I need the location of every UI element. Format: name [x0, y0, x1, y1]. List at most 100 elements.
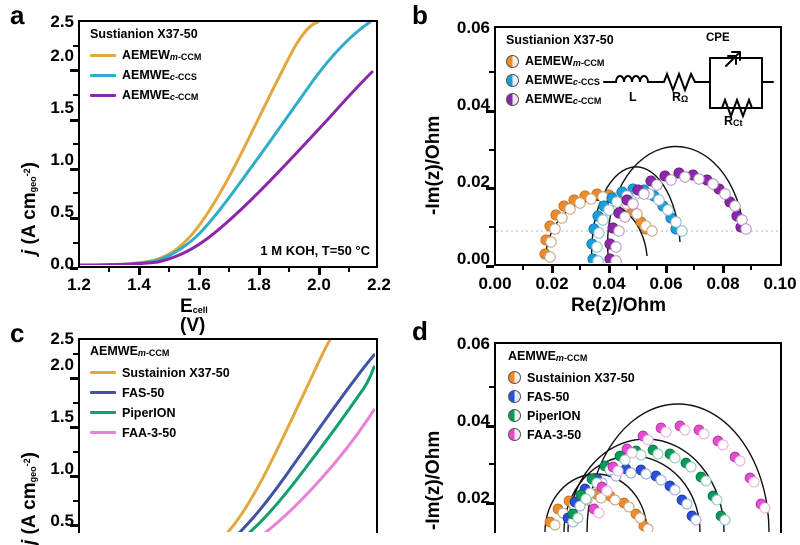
panel-a-yminor-4: [73, 45, 78, 47]
panel-a-yminor-0: [73, 242, 78, 244]
panel-a-xminor-1: [168, 268, 170, 272]
panel-a-legend-title: Sustianion X37-50: [90, 27, 198, 41]
panel-b-legend-label-2: AEMWEc-CCM: [525, 92, 602, 107]
panel-c-legend-item-1[interactable]: FAS-50: [90, 385, 230, 401]
panel-c-y-close: ): [19, 451, 40, 459]
panel-a-xtick-5: 2.2: [367, 275, 391, 294]
panel-d-plot-area: AEMWEm-CCM Sustainion X37-50 FAS-50 Pipe…: [494, 342, 782, 533]
panel-c-legend-label-0: Sustainion X37-50: [122, 365, 230, 380]
panel-c-curve-faa350: [264, 408, 375, 532]
circuit-inductor-label: L: [629, 90, 637, 104]
panel-c-ytick-1: 1.0: [50, 459, 74, 478]
half-filled-circle-icon: [508, 409, 521, 423]
panel-d-legend-label-1: FAS-50: [527, 389, 570, 404]
panel-b-legend-item-2[interactable]: AEMWEc-CCM: [506, 92, 614, 108]
panel-b-xminor-1: [579, 266, 581, 270]
panel-b-ytick-1: 0.02: [456, 172, 490, 191]
panel-b-yminor-1: [489, 149, 494, 151]
panel-c-legend-label-1: FAS-50: [122, 385, 165, 400]
panel-a-xminor-2: [228, 268, 230, 272]
panel-b-legend-item-0[interactable]: AEMEWm-CCM: [506, 54, 614, 70]
panel-c-ytick-2: 1.5: [50, 407, 74, 426]
panel-b-xtick-1: 0.02: [535, 274, 569, 293]
circuit-r-omega-label: RΩ: [672, 90, 689, 104]
panel-c-yminor-3: [73, 353, 78, 355]
panel-a-x-sub: cell: [192, 305, 208, 315]
panel-c-legend-label-2: PiperION: [122, 405, 176, 420]
panel-b-legend-title: Sustianion X37-50: [506, 33, 614, 47]
panel-a-ytickmark-2: [70, 168, 78, 171]
panel-a-legend-item-2[interactable]: AEMWEc-CCM: [90, 88, 201, 104]
panel-a-legend: Sustianion X37-50 AEMEWm-CCM AEMWEc-CCS …: [90, 27, 201, 104]
half-filled-circle-icon: [508, 428, 521, 442]
panel-b-ytickmark-0: [486, 265, 494, 268]
panel-c-curve-piperion: [248, 365, 375, 532]
panel-d-yminor-1: [489, 386, 494, 388]
half-filled-circle-icon: [506, 74, 519, 88]
panel-b-xtickmark-1: [551, 266, 554, 273]
panel-b-xminor-3: [693, 266, 695, 270]
panel-c-plot-area: AEMWEm-CCM Sustainion X37-50 FAS-50 Pipe…: [78, 338, 378, 533]
panel-b-xminor-4: [750, 266, 752, 270]
panel-b-equivalent-circuit-inset: CPE L RΩ RCt: [602, 32, 774, 134]
panel-a-xtickmark-2: [198, 268, 201, 275]
panel-c-legend-item-2[interactable]: PiperION: [90, 405, 230, 421]
panel-a-legend-item-0[interactable]: AEMEWm-CCM: [90, 48, 201, 64]
legend-line-icon: [90, 54, 116, 58]
half-filled-circle-icon: [508, 390, 521, 404]
panel-a-legend-item-1[interactable]: AEMWEc-CCS: [90, 68, 201, 84]
panel-b-plot-area: Sustianion X37-50 AEMEWm-CCM AEMWEc-CCS …: [494, 26, 782, 266]
panel-d-yminor-0: [489, 463, 494, 465]
panel-d-legend-item-3[interactable]: FAA-3-50: [508, 427, 635, 443]
panel-b-points-purple-open: [610, 171, 752, 263]
panel-b-yminor-0: [489, 226, 494, 228]
panel-b-xtick-3: 0.06: [649, 274, 683, 293]
panel-a-ytickmark-3: [70, 119, 78, 122]
panel-c-curve-fas50: [238, 353, 375, 532]
panel-a-ytickmark-1: [70, 217, 78, 220]
legend-line-icon: [90, 371, 116, 375]
panel-c-ytickmark-3: [70, 377, 78, 380]
panel-a-y-unit: (A cm: [19, 192, 40, 250]
panel-d-legend-item-2[interactable]: PiperION: [508, 408, 635, 424]
panel-a-ytickmark-4: [70, 69, 78, 72]
panel-a-x-axis-title: Ecell (V): [180, 297, 208, 335]
panel-c-yminor-2: [73, 402, 78, 404]
panel-b-x-axis-title: Re(z)/Ohm: [571, 295, 666, 316]
panel-d-legend-item-1[interactable]: FAS-50: [508, 389, 635, 405]
panel-a-curve-aemwe-c-ccm: [80, 70, 374, 265]
panel-a-x-unit: (V): [180, 315, 206, 336]
panel-c-yminor-1: [73, 451, 78, 453]
panel-d-legend-item-0[interactable]: Sustainion X37-50: [508, 370, 635, 386]
panel-a-ytickmark-0: [70, 267, 78, 270]
panel-b-xtickmark-2: [608, 266, 611, 273]
legend-line-icon: [90, 411, 116, 415]
panel-c-legend-item-0[interactable]: Sustainion X37-50: [90, 365, 230, 381]
panel-d-svg: [544, 403, 771, 532]
panel-c-legend-item-3[interactable]: FAA-3-50: [90, 425, 230, 441]
panel-a-xtick-1: 1.4: [127, 275, 151, 294]
panel-b-xtickmark-3: [665, 266, 668, 273]
panel-c-ytick-4: 2.5: [50, 329, 74, 348]
panel-c-ytick-0: 0.5: [50, 511, 74, 530]
panel-b-ytick-2: 0.04: [456, 95, 490, 114]
panel-d-points-pink-open: [593, 424, 771, 519]
panel-b-xtickmark-4: [722, 266, 725, 273]
panel-a-y-sub: geo: [28, 176, 38, 193]
panel-b-ytick-0: 0.00: [456, 249, 490, 268]
panel-a-xtick-3: 1.8: [247, 275, 271, 294]
panel-b-letter: b: [412, 0, 428, 30]
half-filled-circle-icon: [506, 55, 519, 69]
panel-b-legend-item-1[interactable]: AEMWEc-CCS: [506, 73, 614, 89]
panel-b-xtick-0: 0.00: [478, 274, 512, 293]
panel-d-legend: AEMWEm-CCM Sustainion X37-50 FAS-50 Pipe…: [508, 349, 635, 443]
panel-a-xminor-4: [348, 268, 350, 272]
panel-a-xtickmark-1: [138, 268, 141, 275]
panel-c-letter: c: [10, 318, 25, 348]
panel-a-yminor-1: [73, 192, 78, 194]
panel-b-legend-label-0: AEMEWm-CCM: [525, 54, 605, 69]
panel-d-legend-title: AEMWEm-CCM: [508, 349, 588, 363]
circuit-cpe-label: CPE: [706, 32, 730, 44]
circuit-r-ct-label: RCt: [724, 114, 743, 128]
panel-b-yminor-2: [489, 71, 494, 73]
